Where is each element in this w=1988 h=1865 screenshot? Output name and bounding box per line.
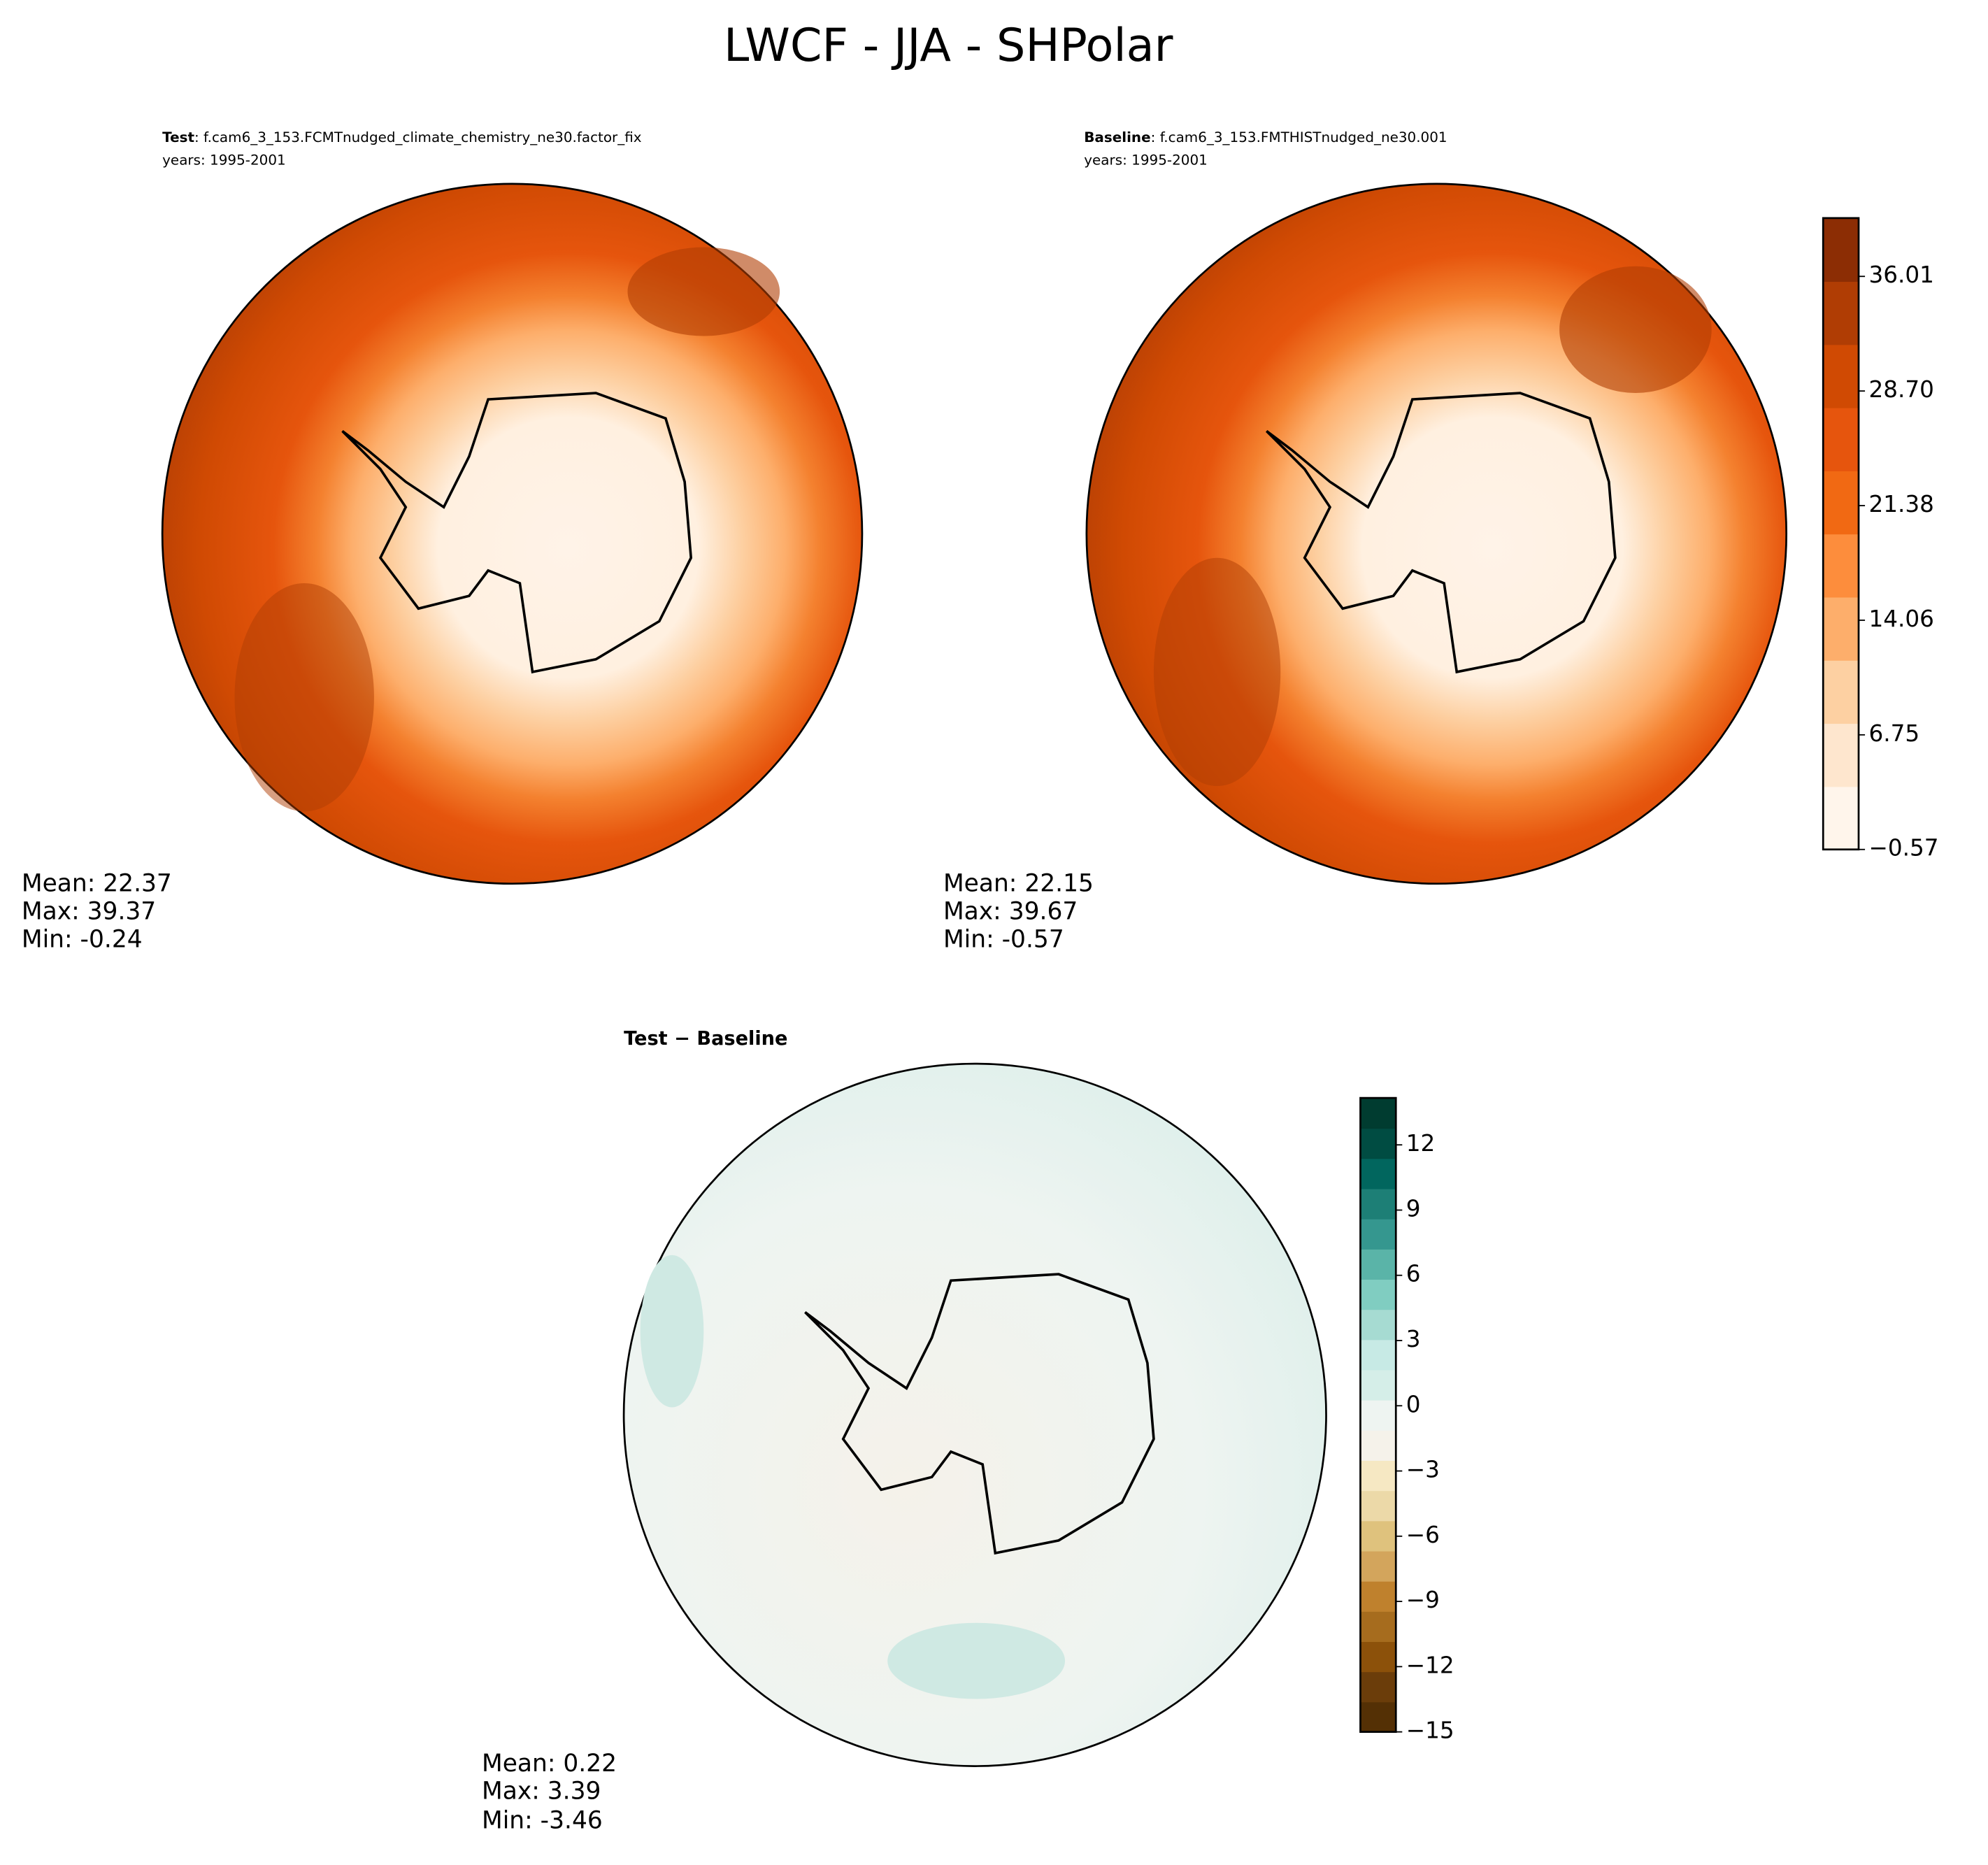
stat: Mean: 0.22: [482, 1750, 617, 1778]
colorbar-level: [1360, 1399, 1396, 1431]
colorbar-tick-label: −12: [1406, 1652, 1454, 1678]
colorbar-level: [1360, 1369, 1396, 1401]
colorbar-level: [1823, 344, 1859, 408]
panel-case: : f.cam6_3_153.FCMTnudged_climate_chemis…: [194, 129, 642, 145]
panel-title: Test: f.cam6_3_153.FCMTnudged_climate_ch…: [162, 129, 642, 145]
panel-case: : f.cam6_3_153.FMTHISTnudged_ne30.001: [1151, 129, 1447, 145]
colorbar-level: [1360, 1279, 1396, 1310]
colorbar-level: [1360, 1671, 1396, 1703]
colorbar-tick-label: 21.38: [1869, 491, 1934, 517]
panel-title: Test − Baseline: [624, 1028, 787, 1050]
colorbar-level: [1823, 596, 1859, 661]
colorbar-tick-label: 14.06: [1869, 606, 1934, 632]
colorbar-level: [1360, 1218, 1396, 1250]
colorbar-level: [1360, 1460, 1396, 1492]
colorbar-level: [1360, 1701, 1396, 1733]
map-region: [1153, 557, 1281, 787]
colorbar-level: [1360, 1128, 1396, 1159]
map-region: [887, 1622, 1066, 1699]
colorbar-tick-label: −6: [1406, 1522, 1440, 1548]
colorbar-level: [1360, 1610, 1396, 1643]
colorbar-level: [1823, 723, 1859, 787]
colorbar-tick-label: 36.01: [1869, 262, 1934, 288]
map-region: [627, 247, 780, 336]
stat: Min: -3.46: [482, 1806, 603, 1834]
colorbar-level: [1360, 1248, 1396, 1280]
map-region: [1559, 266, 1712, 394]
colorbar-level: [1360, 1158, 1396, 1189]
panel-title: Baseline: f.cam6_3_153.FMTHISTnudged_ne3…: [1084, 129, 1447, 145]
colorbar-level: [1360, 1580, 1396, 1612]
colorbar-tick-label: 0: [1406, 1391, 1421, 1417]
colorbar-level: [1823, 659, 1859, 724]
map-region: [640, 1255, 704, 1408]
figure-title: LWCF - JJA - SHPolar: [724, 19, 1173, 72]
colorbar-tick-label: 28.70: [1869, 376, 1934, 403]
colorbar-level: [1823, 786, 1859, 850]
colorbar-level: [1823, 471, 1859, 535]
panel-label: Test: [162, 129, 194, 145]
colorbar-tick-label: −0.57: [1869, 835, 1939, 862]
colorbar-level: [1823, 407, 1859, 471]
colorbar-tick-label: 3: [1406, 1326, 1421, 1352]
colorbar-frame: [1822, 217, 1860, 851]
colorbar-tick-label: 9: [1406, 1195, 1421, 1222]
colorbar-tick-label: −3: [1406, 1457, 1440, 1483]
colorbar-level: [1360, 1550, 1396, 1582]
colorbar-level: [1823, 281, 1859, 345]
colorbar-level: [1360, 1309, 1396, 1341]
colorbar-level: [1823, 217, 1859, 283]
panel-label: Baseline: [1084, 129, 1150, 145]
colorbar-tick-label: −9: [1406, 1587, 1440, 1613]
map-region: [234, 583, 374, 812]
colorbar-tick-label: 6.75: [1869, 720, 1920, 747]
stat: Mean: 22.15: [943, 870, 1094, 898]
colorbar-level: [1360, 1641, 1396, 1673]
panel-baseline: Baseline: f.cam6_3_153.FMTHISTnudged_ne3…: [943, 129, 1788, 953]
colorbar-level: [1360, 1490, 1396, 1522]
panel-diff: Test − Baseline Mean: 0.22 Max: 3.39 Min…: [482, 1028, 1327, 1834]
stat: Mean: 22.37: [22, 870, 172, 898]
stat: Min: -0.24: [22, 925, 143, 953]
panel-years: years: 1995-2001: [1084, 152, 1208, 169]
colorbar-level: [1360, 1339, 1396, 1371]
colorbar-level: [1360, 1098, 1396, 1129]
colorbar-level: [1823, 534, 1859, 598]
stat: Max: 39.37: [22, 897, 156, 925]
colorbar-tick-label: −15: [1406, 1717, 1454, 1744]
map: [622, 1062, 1327, 1767]
colorbar-frame: [1359, 1096, 1397, 1733]
colorbars: 36.01 28.70 21.38 14.06 6.75 −0.57 12 9 6 3 0 −3 −6 −…: [1359, 217, 1939, 1744]
panel-test: Test: f.cam6_3_153.FCMTnudged_climate_ch…: [22, 129, 864, 953]
colorbar-level: [1360, 1429, 1396, 1462]
colorbar-tick-label: 12: [1406, 1130, 1436, 1157]
stat: Max: 3.39: [482, 1778, 601, 1806]
colorbar-tick-label: 6: [1406, 1261, 1421, 1287]
colorbar-level: [1360, 1520, 1396, 1552]
colorbar-level: [1360, 1188, 1396, 1220]
panel-years: years: 1995-2001: [162, 152, 286, 169]
stat: Max: 39.67: [943, 897, 1078, 925]
stat: Min: -0.57: [943, 925, 1064, 953]
